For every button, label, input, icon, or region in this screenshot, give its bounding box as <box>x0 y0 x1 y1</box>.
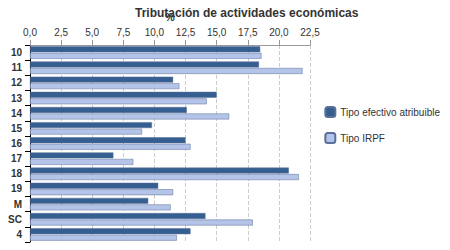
svg-text:2,5: 2,5 <box>54 27 68 38</box>
svg-text:Tipo efectivo atribuible: Tipo efectivo atribuible <box>340 107 440 118</box>
svg-text:17,5: 17,5 <box>238 27 258 38</box>
svg-text:M: M <box>14 199 22 210</box>
svg-text:SC: SC <box>8 214 22 225</box>
svg-text:18: 18 <box>11 168 23 179</box>
svg-text:13: 13 <box>11 93 23 104</box>
svg-text:22,5: 22,5 <box>300 27 320 38</box>
svg-text:5,0: 5,0 <box>85 27 99 38</box>
svg-text:Tributación de actividades eco: Tributación de actividades económicas <box>135 6 359 20</box>
svg-text:10: 10 <box>11 47 23 58</box>
svg-text:0,0: 0,0 <box>23 27 37 38</box>
svg-text:17: 17 <box>11 153 23 164</box>
svg-text:12: 12 <box>11 77 23 88</box>
svg-text:10,0: 10,0 <box>145 27 165 38</box>
svg-text:14: 14 <box>11 108 23 119</box>
svg-text:19: 19 <box>11 183 23 194</box>
svg-text:Tipo IRPF: Tipo IRPF <box>340 133 385 144</box>
svg-text:20,0: 20,0 <box>269 27 289 38</box>
svg-text:15: 15 <box>11 123 23 134</box>
svg-text:11: 11 <box>11 62 22 73</box>
svg-text:16: 16 <box>11 138 23 149</box>
svg-text:12,5: 12,5 <box>176 27 196 38</box>
svg-text:4: 4 <box>16 229 22 240</box>
svg-text:7,5: 7,5 <box>116 27 130 38</box>
svg-text:15,0: 15,0 <box>207 27 227 38</box>
